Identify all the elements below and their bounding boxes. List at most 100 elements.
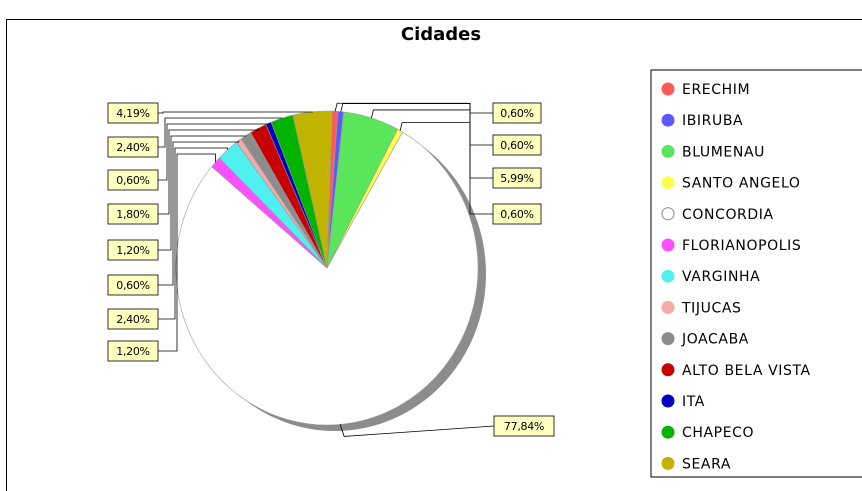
legend-label: SANTO ANGELO — [682, 176, 800, 192]
legend-item-santo-angelo: SANTO ANGELO — [661, 176, 800, 192]
legend-label: JOACABA — [681, 332, 749, 348]
label-joacaba: 1,20% — [107, 239, 159, 261]
label-box — [107, 136, 159, 158]
legend-item-erechim: ERECHIM — [661, 82, 750, 98]
label-text: 2,40% — [116, 313, 149, 326]
label-chapeco: 2,40% — [107, 136, 159, 158]
leader-ibiruba — [340, 103, 493, 146]
legend-item-blumenau: BLUMENAU — [661, 144, 765, 160]
leader-varginha — [158, 147, 229, 320]
legend-item-concordia: CONCORDIA — [661, 207, 774, 223]
leader-chapeco — [158, 117, 283, 148]
label-box — [492, 167, 542, 189]
legend-item-seara: SEARA — [661, 456, 731, 472]
legend-item-alto-bela-vista: ALTO BELA VISTA — [661, 363, 811, 379]
leader-alto-bela-vista — [158, 128, 259, 215]
legend-swatch — [661, 394, 675, 408]
label-box — [107, 340, 159, 362]
legend-swatch — [661, 332, 675, 346]
label-box — [492, 102, 542, 124]
legend-swatch — [661, 425, 675, 439]
legend-label: VARGINHA — [682, 269, 760, 285]
legend-label: IBIRUBA — [682, 113, 743, 129]
legend-label: CHAPECO — [682, 425, 754, 441]
legend-item-chapeco: CHAPECO — [661, 425, 754, 441]
label-tijucas: 0,60% — [107, 274, 159, 296]
legend-swatch — [661, 144, 675, 158]
pie-labels: 0,60% 0,60% 5,99% 0,60% 77,84% 4,19% 2,40% 0,60… — [107, 102, 555, 437]
label-box — [492, 134, 542, 156]
legend-swatch — [661, 82, 675, 96]
label-seara: 4,19% — [107, 102, 159, 124]
legend-box — [650, 69, 862, 478]
legend-swatch — [661, 269, 675, 283]
leader-erechim — [334, 102, 493, 114]
label-santo-angelo: 0,60% — [492, 203, 542, 225]
legend-swatch — [661, 176, 675, 190]
chart-frame — [6, 19, 862, 491]
label-erechim: 0,60% — [492, 102, 542, 124]
legend-swatch — [661, 300, 675, 314]
label-text: 1,20% — [116, 345, 149, 358]
legend-label: ALTO BELA VISTA — [682, 363, 811, 379]
legend-label: FLORIANOPOLIS — [682, 238, 801, 254]
leader-ita — [158, 123, 269, 181]
label-box — [107, 169, 159, 191]
legend-item-varginha: VARGINHA — [661, 269, 760, 285]
label-text: 2,40% — [116, 141, 149, 154]
leader-concordia — [339, 424, 495, 437]
label-box — [107, 308, 159, 330]
legend-swatch — [661, 207, 675, 221]
legend-swatch — [661, 363, 675, 377]
legend-label: ERECHIM — [682, 82, 750, 98]
label-box — [107, 203, 159, 225]
pie-slices — [175, 110, 479, 426]
legend-label: ITA — [682, 394, 705, 410]
leader-santo-angelo — [399, 122, 493, 215]
label-text: 0,60% — [500, 139, 533, 152]
label-text: 77,84% — [504, 420, 544, 433]
pie-leader-lines — [158, 102, 495, 437]
legend-item-florianopolis: FLORIANOPOLIS — [661, 238, 801, 254]
label-text: 5,99% — [500, 172, 533, 185]
label-ibiruba: 0,60% — [492, 134, 542, 156]
label-concordia: 77,84% — [493, 415, 555, 437]
label-box — [107, 239, 159, 261]
legend-item-joacaba: JOACABA — [661, 332, 749, 348]
label-varginha: 2,40% — [107, 308, 159, 330]
legend-swatch — [661, 456, 675, 470]
legend-label: BLUMENAU — [682, 144, 765, 160]
label-text: 0,60% — [116, 279, 149, 292]
leader-florianopolis — [158, 153, 216, 352]
legend-swatch — [661, 238, 675, 252]
legend-item-ita: ITA — [661, 394, 705, 410]
label-text: 0,60% — [500, 107, 533, 120]
label-text: 1,20% — [116, 244, 149, 257]
label-ita: 0,60% — [107, 169, 159, 191]
label-text: 0,60% — [116, 174, 149, 187]
label-text: 4,19% — [116, 107, 149, 120]
label-text: 1,80% — [116, 208, 149, 221]
label-alto-bela-vista: 1,80% — [107, 203, 159, 225]
legend-swatch — [661, 113, 675, 127]
legend-label: CONCORDIA — [682, 207, 774, 223]
label-text: 0,60% — [500, 208, 533, 221]
label-box — [492, 203, 542, 225]
legend-label: SEARA — [682, 456, 731, 472]
leader-blumenau — [371, 109, 493, 179]
label-box — [107, 102, 159, 124]
leader-tijucas — [158, 140, 240, 286]
chart-title: Cidades — [401, 24, 481, 45]
label-box — [107, 274, 159, 296]
label-box — [493, 415, 555, 437]
legend-item-tijucas: TIJUCAS — [661, 300, 742, 316]
slice-concordia — [175, 131, 479, 426]
legend-label: TIJUCAS — [681, 300, 742, 316]
label-blumenau: 5,99% — [492, 167, 542, 189]
label-florianopolis: 1,20% — [107, 340, 159, 362]
leader-joacaba — [158, 135, 247, 251]
legend-item-ibiruba: IBIRUBA — [661, 113, 743, 129]
leader-seara — [158, 111, 313, 114]
legend: ERECHIM IBIRUBA BLUMENAU SANTO ANGELO CONCOR… — [650, 69, 862, 478]
